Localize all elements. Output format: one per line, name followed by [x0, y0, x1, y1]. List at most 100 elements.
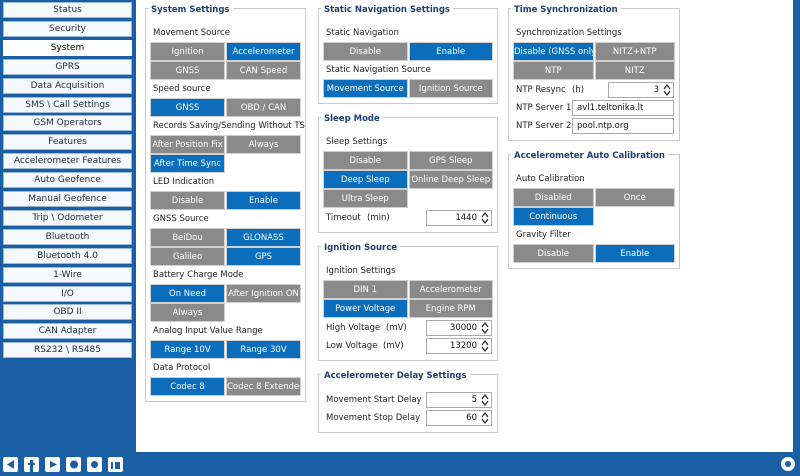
group-label: Static Navigation Source [326, 65, 431, 75]
option-button[interactable]: Ultra Sleep [323, 189, 408, 208]
menu-item[interactable]: Bluetooth [3, 228, 132, 245]
option-button[interactable]: Always [150, 303, 225, 322]
panel-title: Time Synchronization [511, 5, 621, 15]
option-button[interactable]: Accelerometer [408, 280, 493, 299]
input-label: NTP Server 2 [516, 121, 572, 131]
panel-title: Sleep Mode [321, 114, 383, 124]
menu-item[interactable]: GSM Operators [3, 115, 132, 132]
option-button[interactable]: Ignition [150, 42, 225, 61]
menu-item[interactable]: Status [3, 2, 132, 18]
spinner[interactable] [481, 211, 489, 225]
option-button[interactable]: Continuous [513, 207, 594, 226]
input-label: Movement Start Delay [326, 395, 422, 405]
input-unit: (mV) [386, 323, 407, 333]
option-button[interactable]: Online Deep Sleep [408, 170, 493, 189]
option-button[interactable]: On Need [150, 284, 225, 303]
input-field[interactable]: 60 [426, 410, 492, 426]
option-button[interactable]: Disable [323, 42, 408, 61]
option-button[interactable]: NITZ+NTP [594, 42, 675, 61]
menu-item[interactable]: CAN Adapter [3, 323, 132, 340]
option-button[interactable]: GPS [226, 247, 301, 266]
option-button[interactable]: Deep Sleep [323, 170, 408, 189]
option-button[interactable]: GPS Sleep [408, 151, 493, 170]
option-button[interactable]: Range 30V [226, 340, 301, 359]
spinner[interactable] [481, 393, 489, 407]
input-unit: (min) [367, 213, 390, 223]
group-label: Ignition Settings [326, 266, 396, 276]
option-button[interactable]: Range 10V [150, 340, 225, 359]
option-button[interactable]: GLONASS [226, 228, 301, 247]
group-label: Battery Charge Mode [153, 270, 244, 280]
option-button[interactable]: Enable [226, 191, 301, 210]
option-button[interactable]: GNSS [150, 61, 225, 80]
option-button[interactable]: Power Voltage [323, 299, 408, 318]
menu-item[interactable]: 1-Wire [3, 266, 132, 283]
spinner[interactable] [481, 411, 489, 425]
input-label: Movement Stop Delay [326, 413, 421, 423]
option-button[interactable]: Disable [150, 191, 225, 210]
option-button[interactable]: Always [226, 135, 301, 154]
option-button[interactable]: Disabled [513, 188, 594, 207]
spinner[interactable] [663, 83, 671, 97]
menu-item[interactable]: Trip \ Odometer [3, 209, 132, 226]
group-label: Movement Source [153, 28, 230, 38]
spinner[interactable] [481, 321, 489, 335]
input-field[interactable]: 1440 [426, 210, 492, 226]
menu-item[interactable]: Features [3, 134, 132, 151]
menu-item[interactable]: SMS \ Call Settings [3, 96, 132, 113]
menu-item[interactable]: Security [3, 20, 132, 37]
menu-item[interactable]: Bluetooth 4.0 [3, 247, 132, 264]
option-button[interactable]: DIN 1 [323, 280, 408, 299]
menu-item[interactable]: Data Acquisition [3, 77, 132, 94]
input-field[interactable]: pool.ntp.org [572, 118, 674, 134]
option-button[interactable]: OBD / CAN [226, 98, 301, 117]
input-field[interactable]: 3 [608, 82, 674, 98]
menu-item[interactable]: I/O [3, 285, 132, 302]
option-button[interactable]: Galileo [150, 247, 225, 266]
panel-title: System Settings [148, 5, 233, 15]
input-field[interactable]: 13200 [426, 338, 492, 354]
option-button[interactable]: Movement Source [323, 79, 408, 98]
menu-item[interactable]: Auto Geofence [3, 172, 132, 189]
footer-icons [3, 457, 795, 472]
option-button[interactable]: Enable [408, 42, 493, 61]
option-button[interactable]: CAN Speed [226, 61, 301, 80]
option-button[interactable]: Codec 8 [150, 377, 225, 396]
input-field[interactable]: 5 [426, 392, 492, 408]
option-button[interactable]: After Position Fix [150, 135, 225, 154]
option-button[interactable]: Once [594, 188, 675, 207]
option-button[interactable]: NITZ [594, 61, 675, 80]
option-button[interactable]: Disable [323, 151, 408, 170]
spinner[interactable] [481, 339, 489, 353]
menu-item[interactable]: OBD II [3, 304, 132, 321]
group-label: Speed source [153, 84, 211, 94]
option-button[interactable]: NTP [513, 61, 594, 80]
option-button[interactable]: Enable [594, 244, 675, 263]
option-button[interactable]: Accelerometer [226, 42, 301, 61]
right-edge [793, 0, 800, 452]
menu-item[interactable]: GPRS [3, 58, 132, 75]
input-label: High Voltage [326, 323, 381, 333]
menu-item[interactable]: Accelerometer Features [3, 153, 132, 170]
option-button[interactable]: After Time Sync [150, 154, 225, 173]
option-button[interactable]: GNSS [150, 98, 225, 117]
input-field[interactable]: 30000 [426, 320, 492, 336]
option-button[interactable]: Ignition Source [408, 79, 493, 98]
menu-item[interactable]: RS232 \ RS485 [3, 342, 132, 359]
option-button[interactable]: Disable [513, 244, 594, 263]
group-label: Static Navigation [326, 28, 399, 38]
option-button[interactable]: Disable (GNSS only) [513, 42, 594, 61]
input-label: Low Voltage [326, 341, 378, 351]
menu-item[interactable]: Manual Geofence [3, 191, 132, 207]
option-button[interactable]: BeiDou [150, 228, 225, 247]
option-button[interactable]: After Ignition ON [226, 284, 301, 303]
group-label: Gravity Filter [516, 230, 571, 240]
option-button[interactable]: Engine RPM [408, 299, 493, 318]
option-button[interactable]: Codec 8 Extended [226, 377, 301, 396]
menu-item[interactable]: System [3, 39, 132, 56]
sidebar [0, 0, 136, 452]
input-field[interactable]: avl1.teltonika.lt [572, 100, 674, 116]
group-label: Analog Input Value Range [153, 326, 263, 336]
group-label: GNSS Source [153, 214, 209, 224]
